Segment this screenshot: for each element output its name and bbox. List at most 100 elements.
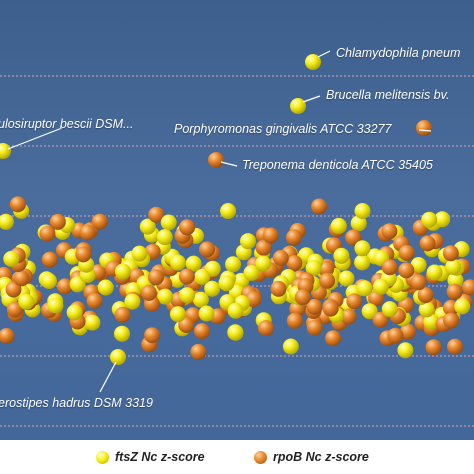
ftsz-point — [157, 288, 174, 305]
ftsz-point — [218, 275, 235, 292]
rpob-point — [286, 229, 302, 246]
ftsz-point — [333, 247, 350, 264]
rpob-point — [9, 196, 26, 213]
rpob-point — [86, 292, 103, 309]
ftsz-point — [361, 303, 378, 320]
rpob-point — [258, 320, 274, 337]
ftsz-point — [330, 217, 347, 234]
ftsz-point — [290, 98, 306, 114]
ftsz-point — [240, 233, 256, 250]
ftsz-point — [305, 260, 322, 277]
rpob-point — [340, 308, 357, 325]
ftsz-point — [410, 257, 427, 273]
ftsz-point — [66, 304, 83, 321]
rpob-point — [114, 306, 131, 323]
ftsz-point — [192, 291, 209, 308]
ftsz-point — [156, 229, 173, 246]
annotation-label: Chlamydophila pneum — [336, 46, 461, 60]
ftsz-point — [381, 301, 398, 318]
rpob-point — [443, 312, 460, 329]
ftsz-point — [169, 254, 186, 271]
rpob-point — [148, 206, 165, 223]
ftsz-point — [454, 298, 471, 315]
annotation-leader — [7, 127, 63, 150]
rpob-point — [372, 311, 389, 328]
scatter-chart — [0, 54, 474, 427]
rpob-point — [398, 244, 415, 261]
rpob-point — [13, 270, 30, 287]
rpob-point — [75, 246, 92, 263]
rpob-point — [446, 283, 463, 300]
ftsz-point — [114, 263, 131, 280]
rpob-point — [416, 120, 432, 136]
annotation-leader — [99, 361, 117, 393]
ftsz-point — [356, 280, 373, 297]
annotation-leader — [302, 95, 321, 103]
ftsz-point — [160, 214, 177, 231]
annotation-label: Brucella melitensis bv. — [326, 88, 450, 102]
annotation-label: Porphyromonas gingivalis ATCC 33277 — [174, 122, 392, 136]
legend-label-ftsz: ftsZ Nc z-score — [115, 450, 205, 464]
rpob-point — [442, 245, 459, 262]
ftsz-point — [350, 215, 367, 232]
ftsz-point — [354, 240, 371, 257]
annotation-label: Treponema denticola ATCC 35405 — [242, 158, 433, 172]
ftsz-point — [354, 254, 371, 271]
annotation-leader — [418, 129, 432, 132]
ftsz-point — [305, 54, 321, 70]
rpob-point — [286, 255, 303, 272]
ftsz-point — [220, 203, 237, 219]
rpob-point — [49, 213, 66, 230]
ftsz-point — [282, 338, 299, 355]
ftsz-point — [204, 280, 221, 297]
rpob-point — [41, 251, 58, 268]
rpob-point — [262, 227, 279, 244]
ftsz-point — [124, 293, 141, 310]
legend-marker-ftsz — [96, 450, 109, 464]
rpob-point — [255, 239, 272, 256]
rpob-point — [148, 269, 164, 286]
ftsz-point — [41, 273, 57, 289]
legend-marker-rpob — [254, 450, 267, 464]
ftsz-point — [84, 314, 101, 331]
ftsz-point — [255, 255, 272, 272]
rpob-point — [144, 327, 161, 344]
rpob-point — [208, 152, 224, 168]
ftsz-point — [354, 203, 371, 219]
ftsz-point — [418, 301, 435, 318]
annotation-leader — [220, 161, 238, 167]
rpob-point — [39, 225, 56, 242]
ftsz-point — [110, 349, 126, 365]
ftsz-point — [434, 211, 451, 228]
ftsz-point — [139, 218, 156, 235]
ftsz-point — [372, 278, 389, 295]
ftsz-point — [18, 293, 35, 310]
rpob-point — [462, 279, 474, 296]
ftsz-point — [0, 143, 11, 159]
rpob-point — [178, 268, 195, 285]
rpob-point — [387, 327, 404, 344]
rpob-point — [345, 229, 362, 246]
ftsz-point — [194, 268, 211, 285]
ftsz-point — [97, 279, 114, 296]
rpob-point — [190, 343, 207, 360]
rpob-point — [91, 213, 108, 230]
ftsz-point — [445, 258, 462, 275]
legend-label-rpob: rpoB Nc z-score — [273, 450, 369, 464]
rpob-point — [286, 312, 303, 329]
ftsz-point — [423, 313, 440, 330]
rpob-point — [0, 328, 15, 344]
rpob-point — [311, 198, 328, 215]
rpob-point — [5, 281, 22, 298]
rpob-point — [381, 259, 398, 276]
ftsz-point — [179, 287, 196, 304]
rpob-point — [194, 323, 210, 340]
ftsz-point — [114, 325, 130, 342]
rpob-point — [179, 219, 196, 236]
ftsz-point — [421, 211, 438, 228]
rpob-point — [425, 339, 442, 356]
data-points — [0, 54, 474, 365]
rpob-point — [398, 262, 415, 279]
ftsz-point — [0, 213, 14, 230]
ftsz-point — [69, 276, 86, 293]
